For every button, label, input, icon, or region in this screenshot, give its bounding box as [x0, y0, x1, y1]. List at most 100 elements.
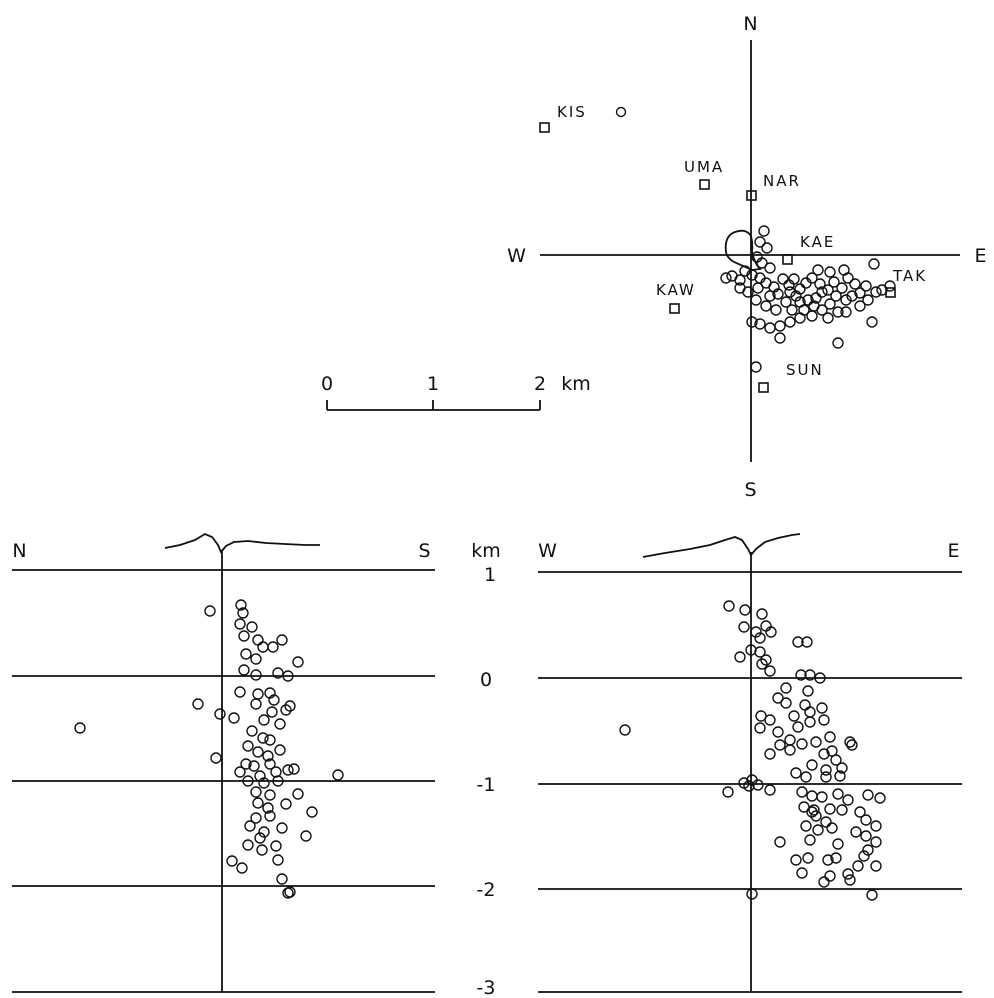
epicenter-marker — [814, 278, 826, 290]
hypocenter-marker — [252, 797, 264, 809]
hypocenter-marker — [722, 786, 734, 798]
hypocenter-marker — [270, 840, 282, 852]
hypocenter-marker — [254, 832, 266, 844]
epicenter-marker — [838, 264, 850, 276]
epicenter-marker — [830, 290, 842, 302]
epicenter-marker — [760, 300, 772, 312]
epicenter-marker — [840, 306, 852, 318]
hypocenter-marker — [774, 836, 786, 848]
epicenter-marker — [836, 282, 848, 294]
epicenter-marker — [750, 294, 762, 306]
hypocenter-marker — [870, 860, 882, 872]
epicenter-marker — [810, 292, 822, 304]
hypocenter-marker — [234, 766, 246, 778]
station-nar-label: NAR — [763, 172, 801, 190]
hypocenter-marker — [754, 632, 766, 644]
hypocenter-marker — [850, 826, 862, 838]
hypocenter-marker — [264, 789, 276, 801]
hypocenter-marker — [306, 806, 318, 818]
hypocenter-marker — [250, 786, 262, 798]
hypocenter-marker — [788, 710, 800, 722]
hypocenter-marker — [800, 771, 812, 783]
hypocenter-marker — [240, 648, 252, 660]
hypocenter-marker — [252, 688, 264, 700]
hypocenter-marker — [250, 669, 262, 681]
hypocenter-marker — [801, 636, 813, 648]
hypocenter-marker — [234, 686, 246, 698]
station-kis-marker — [539, 122, 550, 133]
hypocenter-marker — [842, 794, 854, 806]
hypocenter-marker — [292, 788, 304, 800]
hypocenter-marker — [804, 669, 816, 681]
hypocenter-marker — [820, 816, 832, 828]
hypocenter-marker — [272, 667, 284, 679]
hypocenter-marker — [242, 740, 254, 752]
hypocenter-marker — [242, 775, 254, 787]
hypocenter-marker — [282, 764, 294, 776]
depth-tick-0: 0 — [480, 669, 492, 691]
hypocenter-marker — [772, 692, 784, 704]
hypocenter-marker — [210, 752, 222, 764]
epicenter-marker — [832, 337, 844, 349]
hypocenter-marker — [258, 777, 270, 789]
hypocenter-marker — [804, 706, 816, 718]
epicenter-marker — [816, 286, 828, 298]
hypocenter-marker — [262, 750, 274, 762]
station-kis-label: KIS — [557, 103, 587, 121]
hypocenter-marker — [802, 852, 814, 864]
hypocenter-marker — [276, 873, 288, 885]
epicenter-marker — [862, 294, 874, 306]
hypocenter-marker — [270, 766, 282, 778]
hypocenter-marker — [280, 798, 292, 810]
epicenter-marker — [750, 361, 762, 373]
epicenter-marker — [816, 304, 828, 316]
hypocenter-marker — [806, 790, 818, 802]
hypocenter-marker — [824, 803, 836, 815]
epicenter-marker — [770, 304, 782, 316]
hypocenter-marker — [234, 618, 246, 630]
hypocenter-marker — [836, 762, 848, 774]
hypocenter-marker — [248, 760, 260, 772]
epicenter-marker — [802, 294, 814, 306]
hypocenter-marker — [764, 748, 776, 760]
we-section-right-label: E — [947, 540, 960, 562]
hypocenter-marker — [238, 630, 250, 642]
hypocenter-marker — [818, 876, 830, 888]
station-kaw-label: KAW — [656, 281, 696, 299]
epicenter-marker — [824, 266, 836, 278]
epicenter-marker — [824, 298, 836, 310]
station-sun-label: SUN — [786, 361, 824, 379]
hypocenter-marker — [258, 714, 270, 726]
epicenter-marker — [774, 320, 786, 332]
hypocenter-marker — [874, 792, 886, 804]
hypocenter-marker — [780, 697, 792, 709]
hypocenter-marker — [790, 854, 802, 866]
hypocenter-marker — [236, 862, 248, 874]
hypocenter-marker — [237, 607, 249, 619]
hypocenter-marker — [860, 830, 872, 842]
epicenter-marker — [758, 225, 770, 237]
station-kae-marker — [782, 254, 793, 265]
epicenter-marker — [780, 296, 792, 308]
hypocenter-marker — [870, 836, 882, 848]
map-north-label: N — [743, 13, 758, 35]
hypocenter-marker — [836, 804, 848, 816]
hypocenter-marker — [814, 672, 826, 684]
hypocenter-marker — [804, 716, 816, 728]
epicenter-marker — [752, 282, 764, 294]
hypocenter-marker — [246, 725, 258, 737]
hypocenter-marker — [860, 814, 872, 826]
hypocenter-marker — [812, 824, 824, 836]
hypocenter-marker — [619, 724, 631, 736]
hypocenter-marker — [796, 786, 808, 798]
hypocenter-marker — [264, 758, 276, 770]
hypocenter-marker — [764, 784, 776, 796]
hypocenter-marker — [738, 621, 750, 633]
epicenter-marker — [764, 322, 776, 334]
hypocenter-marker — [280, 704, 292, 716]
hypocenter-marker — [816, 702, 828, 714]
epicenter-marker — [772, 288, 784, 300]
hypocenter-marker — [774, 739, 786, 751]
hypocenter-marker — [796, 867, 808, 879]
hypocenter-marker — [842, 868, 854, 880]
